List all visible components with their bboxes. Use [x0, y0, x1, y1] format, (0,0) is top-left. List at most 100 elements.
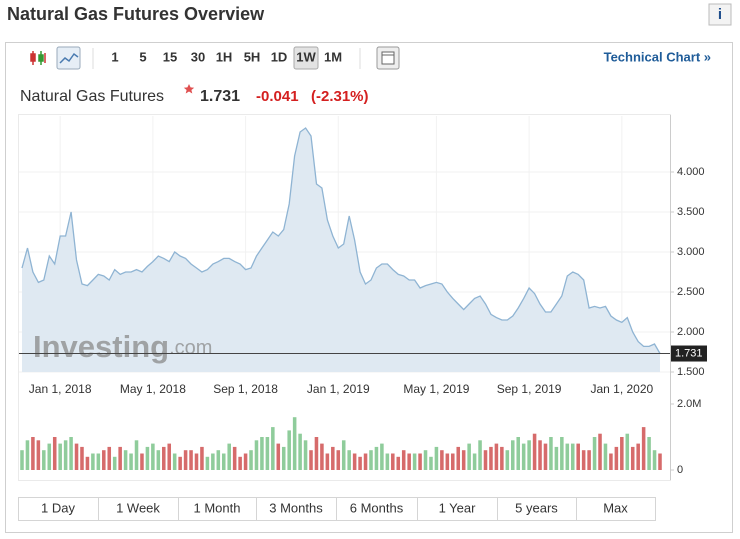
volume-bar: [636, 443, 640, 470]
volume-bar: [325, 453, 330, 470]
area-icon: [59, 52, 79, 64]
volume-bar: [385, 453, 390, 470]
interval-button[interactable]: 15: [163, 49, 177, 64]
y-tick-label: 2.0M: [677, 398, 701, 410]
volume-bar: [112, 456, 117, 470]
volume-bar: [396, 456, 401, 470]
volume-bar: [538, 440, 542, 470]
volume-bar: [314, 437, 319, 470]
volume-bar: [69, 437, 73, 470]
volume-bar: [440, 450, 444, 470]
volume-bar: [592, 437, 597, 470]
range-button-label[interactable]: 3 Months: [269, 500, 323, 515]
range-button-label[interactable]: 5 years: [515, 500, 558, 515]
volume-bar: [391, 453, 395, 470]
watermark-suffix: .com: [169, 337, 212, 359]
volume-bar: [200, 446, 204, 470]
layout-icon: [381, 51, 395, 65]
volume-bar: [31, 437, 35, 470]
range-button-label[interactable]: 1 Month: [194, 500, 241, 515]
volume-bar: [565, 443, 570, 470]
volume-bar: [189, 450, 193, 470]
interval-button[interactable]: 1W: [296, 49, 316, 64]
last-price-label: 1.731: [675, 347, 703, 359]
info-icon[interactable]: i: [718, 6, 722, 23]
volume-bar: [287, 430, 291, 470]
y-tick-label: 2.000: [677, 326, 705, 338]
volume-bar: [320, 443, 324, 470]
volume-bar: [532, 433, 537, 470]
price-change-percent: (-2.31%): [311, 88, 369, 105]
volume-bar: [129, 453, 133, 470]
area-icon-button[interactable]: [56, 46, 81, 70]
last-price: 1.731: [200, 88, 240, 105]
y-tick-label: 4.000: [677, 166, 705, 178]
volume-bar: [271, 427, 275, 470]
volume-bar: [91, 453, 95, 470]
interval-button[interactable]: 30: [191, 49, 205, 64]
volume-bar: [369, 450, 373, 470]
range-button-label[interactable]: Max: [603, 500, 628, 515]
volume-bar: [500, 446, 504, 470]
x-tick-label: Sep 1, 2019: [497, 382, 562, 396]
volume-bar: [516, 437, 520, 470]
interval-active[interactable]: [293, 46, 319, 70]
volume-bar: [560, 437, 564, 470]
volume-bar: [205, 456, 210, 470]
volume-bar: [489, 446, 493, 470]
interval-button[interactable]: 1M: [324, 49, 342, 64]
volume-bar: [36, 440, 41, 470]
volume-bar: [74, 443, 79, 470]
interval-button[interactable]: 1: [111, 49, 118, 64]
volume-bar: [107, 446, 112, 470]
volume-bar: [434, 446, 439, 470]
interval-button[interactable]: 1H: [216, 49, 233, 64]
price-area: [22, 128, 660, 372]
volume-bar: [401, 450, 406, 470]
range-button-label[interactable]: 1 Day: [41, 500, 75, 515]
volume-bar: [521, 443, 526, 470]
candles-icon[interactable]: [30, 51, 46, 65]
volume-bar: [134, 440, 139, 470]
volume-bar: [172, 453, 177, 470]
volume-bar: [276, 443, 281, 470]
range-button-label[interactable]: 1 Week: [116, 500, 160, 515]
volume-bar: [576, 443, 580, 470]
range-button-label[interactable]: 1 Year: [439, 500, 477, 515]
volume-bar: [352, 453, 357, 470]
volume-bar: [625, 433, 630, 470]
chart-frame: [5, 42, 733, 533]
volume-bar: [227, 443, 231, 470]
volume-bar: [309, 450, 313, 470]
interval-button[interactable]: 5: [139, 49, 146, 64]
volume-bar: [331, 446, 335, 470]
volume-bar: [260, 437, 264, 470]
volume-bar: [374, 446, 379, 470]
volume-bar: [336, 450, 341, 470]
volume-bar: [238, 456, 242, 470]
volume-bar: [412, 453, 417, 470]
price-line: [21, 127, 661, 354]
volume-bar: [445, 453, 450, 470]
volume-bar: [292, 417, 297, 470]
volume-bar: [598, 433, 602, 470]
volume-bar: [554, 446, 559, 470]
volume-bar: [178, 456, 182, 470]
x-tick-label: Jan 1, 2018: [29, 382, 92, 396]
volume-bar: [380, 443, 384, 470]
technical-chart-link[interactable]: Technical Chart »: [604, 49, 711, 64]
info-button[interactable]: [708, 3, 732, 26]
interval-button[interactable]: 1D: [271, 49, 288, 64]
interval-button[interactable]: 5H: [244, 49, 261, 64]
volume-bar: [249, 450, 253, 470]
volume-bar: [505, 450, 510, 470]
volume-bar: [211, 453, 215, 470]
volume-bar: [281, 446, 286, 470]
x-tick-label: May 1, 2018: [120, 382, 186, 396]
range-button-label[interactable]: 6 Months: [350, 500, 404, 515]
instrument-name: Natural Gas Futures: [20, 88, 164, 105]
volume-bar: [652, 450, 657, 470]
y-tick-label: 0: [677, 464, 683, 476]
range-button[interactable]: [576, 497, 656, 521]
volume-bar: [647, 437, 651, 470]
